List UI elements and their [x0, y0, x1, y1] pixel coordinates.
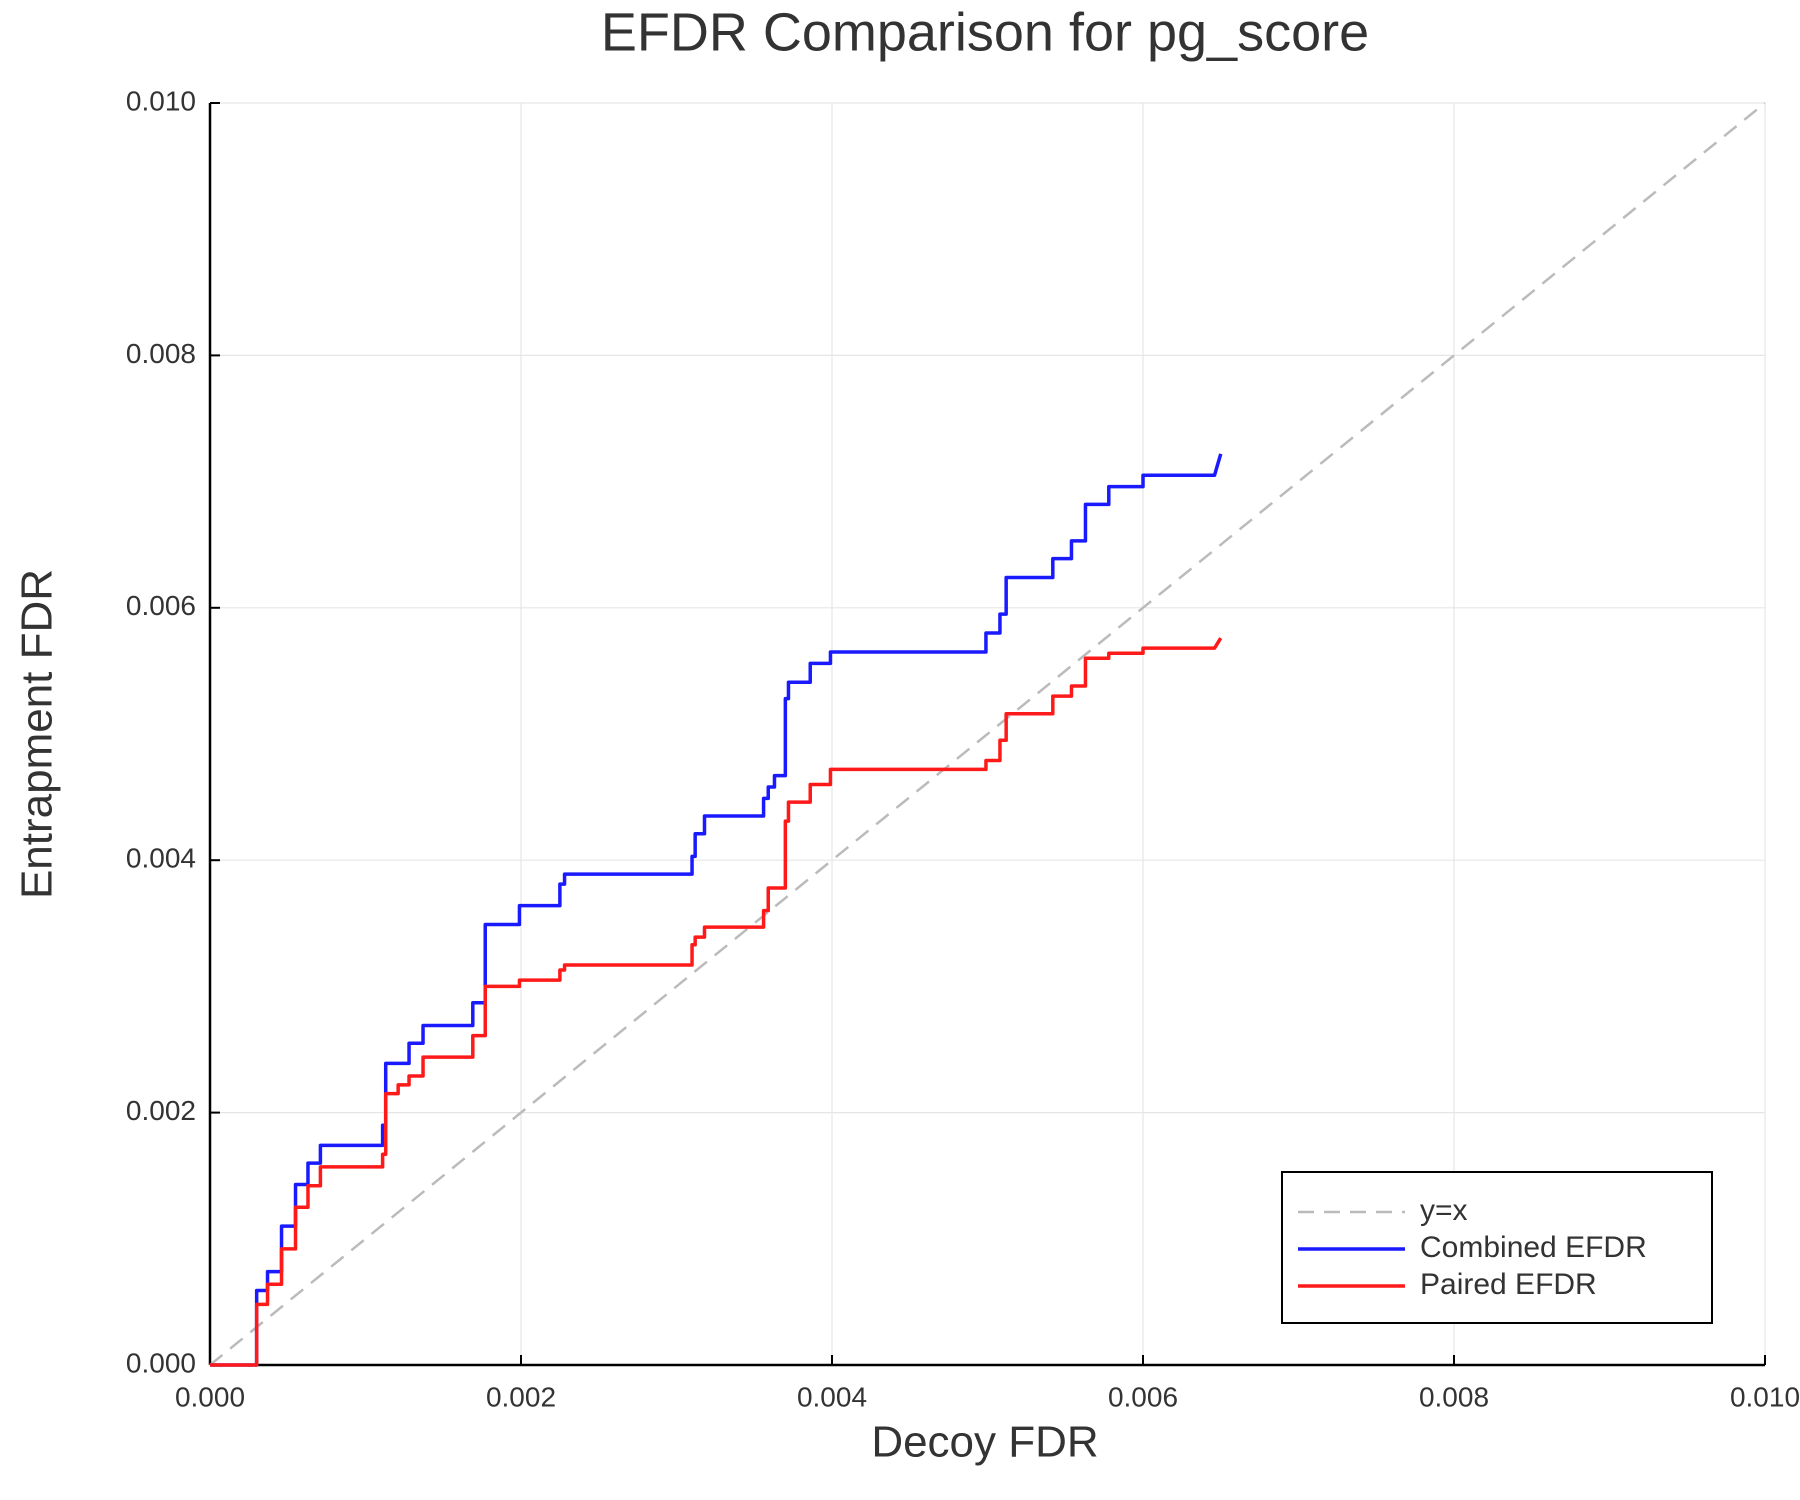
x-tick-label: 0.004 [797, 1381, 867, 1412]
chart-title: EFDR Comparison for pg_score [601, 2, 1369, 62]
y-tick-label: 0.002 [126, 1095, 196, 1126]
legend-label: y=x [1420, 1194, 1468, 1227]
series-line [209, 102, 1766, 1366]
y-tick-label: 0.010 [126, 85, 196, 116]
series-line [210, 453, 1223, 1367]
y-axis-label: Entrapment FDR [13, 569, 62, 899]
x-tick-label: 0.002 [486, 1381, 556, 1412]
x-tick-label: 0.006 [1108, 1381, 1178, 1412]
y-tick-label: 0.000 [126, 1347, 196, 1378]
x-tick-label: 0.010 [1730, 1381, 1800, 1412]
y-tick-label: 0.006 [126, 590, 196, 621]
y-tick-label: 0.004 [126, 843, 196, 874]
x-tick-label: 0.000 [175, 1381, 245, 1412]
x-tick-label: 0.008 [1419, 1381, 1489, 1412]
series-line [210, 637, 1223, 1367]
legend-label: Paired EFDR [1420, 1268, 1597, 1301]
x-axis-label: Decoy FDR [871, 1418, 1098, 1467]
y-tick-label: 0.008 [126, 338, 196, 369]
legend-label: Combined EFDR [1420, 1231, 1647, 1264]
